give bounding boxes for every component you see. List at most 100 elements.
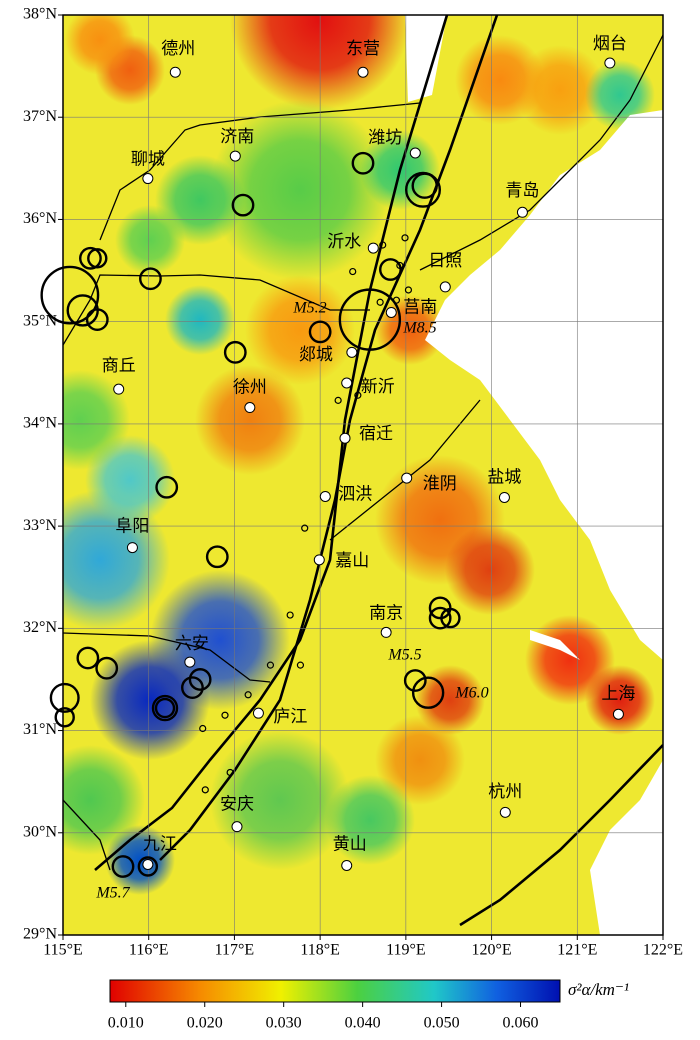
heat-blob [585, 60, 655, 130]
city-marker [401, 472, 413, 484]
earthquake [354, 391, 362, 399]
colorbar-tick-label: 0.060 [503, 1015, 539, 1032]
heat-blob [63, 745, 145, 855]
x-tick-label: 117°E [215, 942, 255, 959]
city-marker [252, 707, 264, 719]
city-label: 黄山 [333, 834, 367, 853]
heat-blob [65, 15, 135, 75]
sea [590, 760, 663, 935]
city-marker [184, 656, 196, 668]
sea [405, 15, 447, 102]
earthquake [401, 234, 409, 242]
boundary [419, 34, 663, 271]
heat-blob [585, 665, 655, 735]
earthquake [301, 524, 309, 532]
fault [159, 15, 499, 861]
city-marker [113, 383, 125, 395]
city-label: 安庆 [220, 795, 254, 814]
earthquake [392, 296, 401, 304]
city-label: 南京 [369, 603, 403, 622]
earthquake [379, 258, 402, 281]
city-marker [380, 626, 392, 638]
city-marker [229, 150, 241, 162]
colorbar-tick-label: 0.050 [424, 1015, 460, 1032]
sea [425, 110, 663, 660]
boundary [63, 632, 271, 683]
city-label: 宿迁 [359, 424, 393, 443]
earthquake [205, 545, 229, 569]
y-tick-label: 29°N [23, 926, 57, 943]
earthquake [199, 724, 207, 733]
heat-blob [245, 275, 355, 385]
earthquake [188, 668, 212, 691]
city-label: 嘉山 [335, 551, 369, 570]
heat-blob [165, 285, 235, 355]
city-marker [604, 57, 616, 69]
city-marker [439, 281, 451, 293]
earthquake [181, 676, 204, 700]
city-marker [499, 806, 511, 818]
city-marker [341, 377, 353, 389]
city-label: 庐江 [273, 707, 307, 726]
city-label: 日照 [428, 251, 462, 270]
earthquake [351, 151, 375, 175]
city-label: 九江 [143, 834, 177, 853]
city-label: 济南 [220, 127, 254, 146]
earthquake [79, 246, 102, 270]
y-tick-label: 31°N [23, 721, 57, 738]
city-label: 潍坊 [368, 128, 402, 147]
city-marker [341, 859, 353, 871]
city-marker [319, 490, 331, 502]
city-marker [516, 206, 528, 218]
x-tick-label: 119°E [386, 942, 426, 959]
y-tick-label: 38°N [23, 6, 57, 23]
earthquake [76, 646, 100, 670]
city-label: 新沂 [361, 377, 395, 396]
y-tick-label: 36°N [23, 210, 57, 227]
city-marker [612, 708, 624, 720]
earthquake [154, 697, 176, 719]
boundary [63, 274, 370, 346]
boundary [99, 102, 421, 241]
y-tick-label: 34°N [23, 415, 57, 432]
earthquake [151, 694, 179, 722]
city-label: 淮阴 [423, 474, 457, 493]
x-tick-label: 116°E [129, 942, 169, 959]
city-label: 青岛 [505, 181, 539, 200]
colorbar-tick-label: 0.030 [266, 1015, 302, 1032]
earthquake [201, 786, 209, 794]
heat-blob [115, 205, 185, 275]
magnitude-annotation: M5.5 [387, 647, 421, 664]
city-marker [231, 821, 243, 833]
heat-blob [445, 525, 535, 615]
heat-blob [210, 100, 390, 280]
city-marker [357, 66, 369, 78]
city-marker [126, 542, 138, 554]
earthquake [411, 676, 445, 709]
heat-blob [515, 45, 605, 135]
city-marker [142, 858, 154, 870]
earthquake [221, 711, 229, 719]
earthquake [396, 261, 404, 270]
magnitude-annotation: M5.2 [292, 300, 326, 317]
earthquake [440, 607, 461, 629]
magnitude-annotation: M6.0 [454, 685, 488, 702]
colorbar-label: σ²α/km⁻¹ [568, 980, 629, 999]
x-tick-label: 121°E [557, 942, 597, 959]
city-marker [169, 66, 181, 78]
earthquake [286, 611, 294, 619]
heat-blob [63, 370, 130, 470]
earthquake [376, 298, 384, 306]
earthquake [404, 286, 413, 294]
earthquake [296, 661, 305, 669]
y-tick-label: 30°N [23, 823, 57, 840]
city-label: 阜阳 [115, 516, 149, 535]
colorbar-tick-label: 0.040 [345, 1015, 381, 1032]
city-marker [385, 306, 397, 318]
city-marker [339, 432, 351, 444]
heat-blob [195, 365, 305, 475]
fault [459, 744, 663, 927]
x-tick-label: 120°E [471, 942, 511, 959]
earthquake [231, 193, 255, 217]
